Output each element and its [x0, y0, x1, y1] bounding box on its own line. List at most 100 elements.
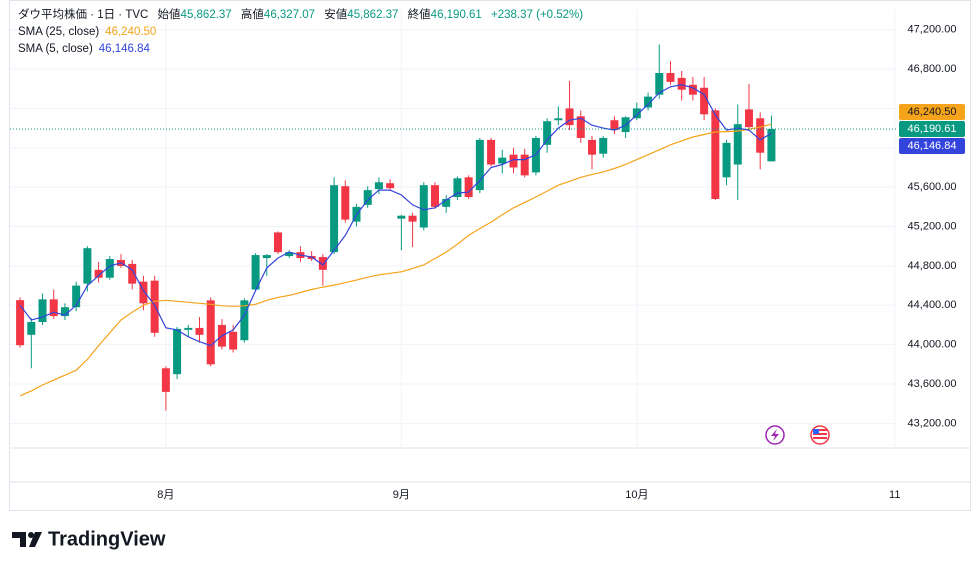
candle-body — [711, 110, 720, 199]
candle-body — [744, 109, 753, 128]
candle-body — [520, 154, 529, 176]
candle-body — [700, 87, 709, 115]
y-tick-label: 43,200.00 — [908, 417, 957, 429]
candle-body — [161, 368, 170, 392]
candle-body — [262, 255, 271, 259]
y-tick-label: 47,200.00 — [908, 24, 957, 36]
candle-body — [475, 139, 484, 191]
candle-body — [677, 77, 686, 90]
y-tick-label: 44,000.00 — [908, 339, 957, 351]
sma-line — [19, 123, 772, 397]
candle-body — [83, 248, 92, 284]
sma5-badge — [899, 138, 965, 154]
close-badge — [899, 121, 965, 137]
candle-body — [49, 299, 58, 317]
flag-icon[interactable] — [810, 425, 830, 445]
candle-body — [565, 108, 574, 126]
candle-body — [722, 142, 731, 178]
y-tick-label: 44,800.00 — [908, 260, 957, 272]
candle-body — [587, 139, 596, 155]
candle-body — [408, 215, 417, 222]
sma25-badge — [899, 104, 965, 120]
low-value: 45,862.37 — [347, 9, 398, 21]
candle-body — [285, 252, 294, 257]
low-label: 安値 — [324, 7, 347, 21]
high-label: 高値 — [241, 7, 264, 21]
candle-body — [94, 269, 103, 278]
brand-name: TradingView — [48, 528, 166, 550]
candle-body — [655, 72, 664, 95]
y-tick-label: 43,600.00 — [908, 378, 957, 390]
x-tick-label: 9月 — [393, 489, 410, 501]
candle-body — [498, 157, 507, 164]
candle-body — [509, 154, 518, 168]
candle-body — [27, 322, 36, 335]
candle-body — [632, 108, 641, 119]
candle-body — [105, 259, 114, 278]
candle-body — [60, 307, 69, 317]
candle-body — [464, 177, 473, 198]
candle-body — [374, 182, 383, 190]
open-label: 始値 — [158, 7, 181, 21]
candle-body — [184, 327, 193, 330]
change-value: +238.37 (+0.52%) — [491, 9, 583, 21]
x-tick-label: 10月 — [625, 489, 648, 501]
candle-body — [599, 137, 608, 154]
candle-body — [318, 257, 327, 270]
candle-body — [386, 183, 395, 189]
legend-sma5: SMA (5, close) 46,146.84 — [18, 43, 151, 55]
candle-body — [733, 124, 742, 165]
candle-body — [173, 328, 182, 375]
candle-body — [330, 185, 339, 253]
y-tick-label: 45,600.00 — [908, 181, 957, 193]
candle-body — [767, 129, 776, 162]
y-tick-label: 45,200.00 — [908, 220, 957, 232]
candle-body — [195, 327, 204, 335]
candle-body — [543, 121, 552, 145]
event-icon[interactable] — [765, 425, 785, 445]
close-value: 46,190.61 — [431, 9, 482, 21]
y-tick-label: 46,800.00 — [908, 63, 957, 75]
close-badge-text: 46,190.61 — [908, 123, 957, 135]
candle-body — [756, 118, 765, 153]
sma25-badge-text: 46,240.50 — [908, 106, 957, 118]
header-title: ダウ平均株価 · 1日 · TVC — [18, 7, 148, 21]
x-tick-label: 11 — [889, 489, 900, 501]
candle-body — [72, 285, 81, 308]
chart-frame — [9, 0, 971, 511]
candle-body — [397, 215, 406, 219]
candle-body — [688, 84, 697, 95]
candle-body — [139, 281, 148, 304]
candle-body — [453, 178, 462, 198]
logo-mark — [12, 532, 42, 547]
candle-body — [38, 299, 47, 323]
x-tick-label: 8月 — [157, 489, 174, 501]
candle-body — [341, 186, 350, 220]
candle-body — [419, 185, 428, 228]
price-badges: 46,240.50 46,190.61 46,146.84 — [899, 104, 965, 154]
candle-body — [251, 255, 260, 290]
legend-sma25: SMA (25, close) 46,240.50 — [18, 26, 156, 38]
candle-body — [644, 96, 653, 108]
candle-body — [576, 116, 585, 138]
candle-body — [229, 331, 238, 350]
open-value: 45,862.37 — [181, 9, 232, 21]
sma-line — [19, 84, 772, 347]
candle-body — [240, 300, 249, 341]
candle-body — [666, 72, 675, 82]
candle-body — [150, 280, 159, 333]
candle-body — [487, 139, 496, 165]
candle-body — [554, 118, 563, 121]
candle-body — [363, 190, 372, 205]
candle-body — [430, 185, 439, 207]
candle-body — [206, 300, 215, 365]
high-value: 46,327.07 — [264, 9, 315, 21]
candle-body — [442, 198, 451, 207]
legend-value: 46,240.50 — [105, 26, 156, 38]
legend-name: SMA (5, close) — [18, 43, 93, 55]
candle-body — [274, 232, 283, 253]
candle-body — [128, 263, 137, 284]
candle-body — [610, 120, 619, 131]
plot — [10, 44, 897, 411]
